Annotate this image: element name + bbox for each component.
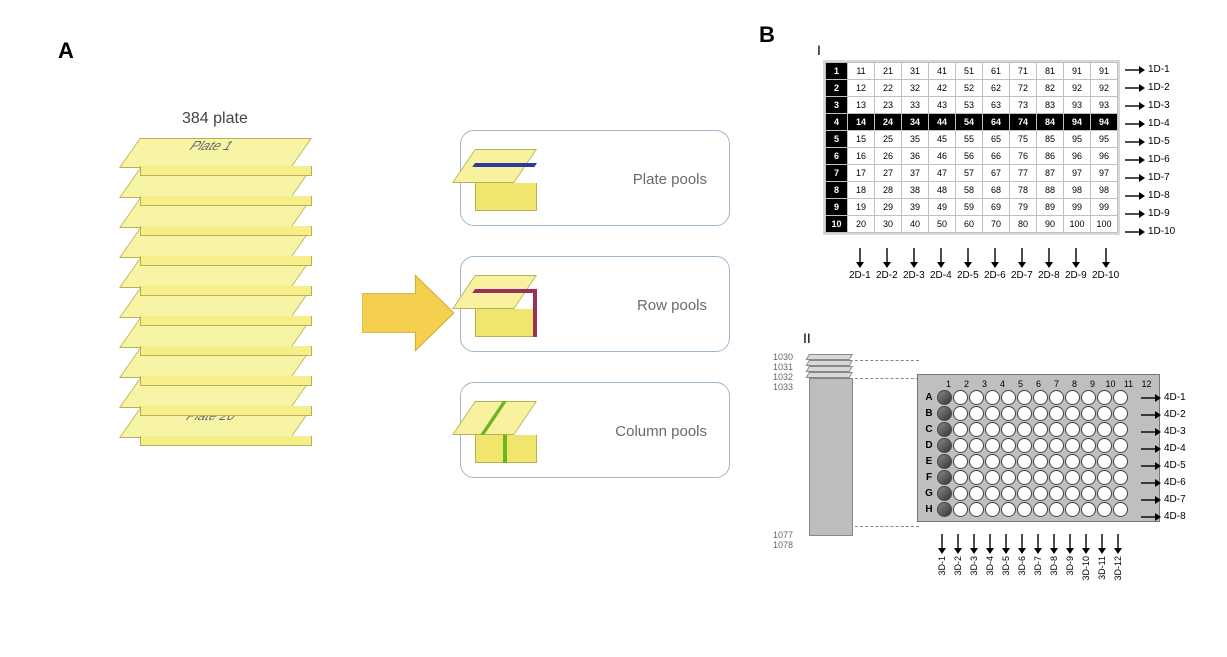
mini-cube: [475, 275, 557, 335]
plate-col-arrow: 3D-9: [1065, 534, 1075, 576]
plate-col-arrow: 3D-2: [953, 534, 963, 576]
row-arrow: 1D-9: [1125, 208, 1170, 219]
plate-col-arrow: 3D-4: [985, 534, 995, 576]
plate-col-arrow: 3D-10: [1081, 534, 1091, 581]
stack-title: 384 plate: [182, 110, 248, 128]
stack-number: 1032: [773, 372, 793, 382]
col-arrow: 2D-4: [930, 248, 952, 281]
dash-line: [855, 378, 919, 379]
panel-b: B I 111213141516171819191212223242526272…: [755, 20, 1215, 640]
plate-row-arrow: 4D-1: [1141, 392, 1186, 403]
dash-line: [855, 526, 919, 527]
card-label: Row pools: [637, 297, 707, 314]
plate-col-arrow: 3D-12: [1113, 534, 1123, 581]
row-arrow: 1D-10: [1125, 226, 1175, 237]
pool-card: Row pools: [460, 256, 730, 352]
row-arrow: 1D-2: [1125, 82, 1170, 93]
plate-col-arrow: 3D-11: [1097, 534, 1107, 580]
stack-number: 1031: [773, 362, 793, 372]
col-arrow: 2D-3: [903, 248, 925, 281]
big-arrow-icon: [362, 270, 454, 356]
row-arrow: 1D-3: [1125, 100, 1170, 111]
mini-stack: [809, 354, 869, 544]
stack-number: 1078: [773, 540, 793, 550]
stack-number: 1077: [773, 530, 793, 540]
mini-cube: [475, 149, 557, 209]
col-arrow: 2D-9: [1065, 248, 1087, 281]
panel-a: A 384 plate Plate 1Plate 20 ··· Plate po…: [40, 30, 740, 530]
row-arrow: 1D-1: [1125, 64, 1170, 75]
row-arrow: 1D-6: [1125, 154, 1170, 165]
plate-col-arrow: 3D-5: [1001, 534, 1011, 576]
mini-cube: [475, 401, 557, 461]
row-arrow: 1D-4: [1125, 118, 1170, 129]
row-arrow: 1D-8: [1125, 190, 1170, 201]
plate-row-arrow: 4D-6: [1141, 477, 1186, 488]
col-arrow: 2D-8: [1038, 248, 1060, 281]
plate-col-arrow: 3D-3: [969, 534, 979, 576]
col-arrow: 2D-6: [984, 248, 1006, 281]
col-arrow: 2D-2: [876, 248, 898, 281]
dash-line: [855, 360, 919, 361]
panel-b-label: B: [759, 22, 775, 48]
grid-i: 1112131415161718191912122232425262728292…: [823, 60, 1120, 235]
card-label: Column pools: [615, 423, 707, 440]
plate-col-arrow: 3D-6: [1017, 534, 1027, 576]
stack-number: 1033: [773, 382, 793, 392]
plate-row-arrow: 4D-3: [1141, 426, 1186, 437]
row-arrow: 1D-5: [1125, 136, 1170, 147]
card-label: Plate pools: [633, 171, 707, 188]
panel-a-label: A: [58, 38, 74, 64]
stack-number: 1030: [773, 352, 793, 362]
pool-cards: Plate pools Row pools Column pools: [460, 130, 730, 508]
plate-col-arrow: 3D-8: [1049, 534, 1059, 576]
row-arrow: 1D-7: [1125, 172, 1170, 183]
sub-label-i: I: [817, 42, 821, 58]
col-arrow: 2D-1: [849, 248, 871, 281]
plate-label: Plate 1: [121, 138, 302, 153]
sub-label-ii: II: [803, 330, 811, 346]
plate-row-arrow: 4D-7: [1141, 494, 1186, 505]
pool-card: Column pools: [460, 382, 730, 478]
plate-row-arrow: 4D-5: [1141, 460, 1186, 471]
plate-row-arrow: 4D-4: [1141, 443, 1186, 454]
plate: Plate 1: [140, 138, 310, 166]
col-arrow: 2D-7: [1011, 248, 1033, 281]
plate-row-arrow: 4D-2: [1141, 409, 1186, 420]
plate-stack: Plate 1Plate 20: [140, 138, 330, 438]
well-plate: 123456789101112ABCDEFGH: [917, 374, 1160, 522]
plate-row-arrow: 4D-8: [1141, 511, 1186, 522]
plate-col-arrow: 3D-7: [1033, 534, 1043, 576]
col-arrow: 2D-10: [1092, 248, 1119, 281]
plate-col-arrow: 3D-1: [937, 534, 947, 576]
pool-card: Plate pools: [460, 130, 730, 226]
col-arrow: 2D-5: [957, 248, 979, 281]
